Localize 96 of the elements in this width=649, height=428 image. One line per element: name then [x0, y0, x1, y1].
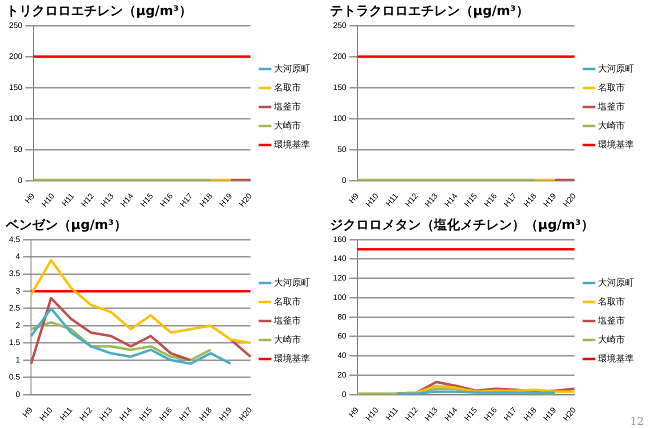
x-tick-label: H11 — [384, 191, 400, 208]
x-tick-label: H16 — [482, 405, 500, 423]
y-tick-label: 200 — [8, 52, 23, 61]
x-tick-label: H14 — [118, 191, 136, 209]
legend-label: 塩釜市 — [273, 315, 301, 326]
x-tick-label: H12 — [79, 191, 96, 209]
x-tick-label: H16 — [158, 405, 174, 423]
legend-label: 大河原町 — [274, 63, 310, 74]
y-tick-label: 0 — [342, 176, 347, 185]
y-tick-label: 1.5 — [8, 338, 21, 348]
y-tick-label: 160 — [332, 234, 347, 244]
y-tick-label: 40 — [337, 351, 347, 360]
x-tick-label: H9 — [20, 405, 35, 420]
y-tick-label: 4 — [16, 252, 21, 262]
x-tick-label: H9 — [347, 405, 361, 420]
x-tick-label: H19 — [542, 191, 558, 209]
x-tick-label: H20 — [561, 405, 578, 423]
y-tick-label: 0 — [18, 176, 23, 185]
x-tick-label: H11 — [384, 405, 400, 422]
y-tick-label: 100 — [332, 114, 347, 123]
y-tick-label: 20 — [337, 370, 347, 380]
chart-title: トリクロロエチレン（μg/m³） — [6, 4, 192, 20]
chart-title: ジクロロメタン（塩化メチレン）（μg/m³） — [330, 218, 594, 234]
x-tick-label: H10 — [364, 191, 381, 209]
legend-label: 塩釜市 — [597, 315, 625, 326]
chart-title: ベンゼン（μg/m³） — [5, 218, 127, 234]
x-tick-label: H14 — [118, 405, 134, 423]
legend-label: 大崎市 — [598, 120, 625, 130]
y-tick-label: 140 — [332, 254, 347, 264]
y-tick-label: 150 — [8, 82, 23, 92]
legend-label: 塩釜市 — [273, 101, 301, 112]
x-tick-label: H18 — [522, 191, 539, 209]
y-tick-label: 0 — [16, 390, 21, 399]
legend-label: 名取市 — [274, 296, 301, 306]
x-tick-label: H12 — [403, 191, 420, 209]
legend-label: 名取市 — [598, 82, 625, 92]
x-tick-label: H18 — [198, 191, 215, 209]
y-tick-label: 3.5 — [8, 269, 21, 278]
x-tick-label: H18 — [197, 405, 214, 423]
legend-label: 大河原町 — [598, 277, 634, 288]
x-tick-label: H11 — [60, 191, 76, 208]
x-tick-label: H10 — [38, 405, 55, 423]
text: 12 — [630, 415, 644, 428]
y-tick-label: 0 — [342, 390, 347, 399]
y-tick-label: 0.5 — [8, 372, 21, 382]
y-tick-label: 60 — [337, 332, 347, 341]
x-tick-label: H12 — [403, 405, 420, 423]
x-tick-label: H20 — [561, 191, 578, 209]
x-tick-label: H13 — [423, 405, 440, 423]
y-tick-label: 250 — [8, 20, 23, 30]
x-tick-label: H14 — [442, 405, 460, 423]
legend-label: 大崎市 — [274, 334, 301, 344]
y-tick-label: 4.5 — [8, 234, 21, 244]
chart-title: テトラクロロエチレン（μg/m³） — [330, 4, 529, 20]
x-tick-label: H13 — [423, 191, 440, 209]
legend-label: 環境基準 — [598, 139, 634, 150]
x-tick-label: H20 — [237, 191, 254, 209]
x-tick-label: H18 — [522, 405, 539, 423]
legend-label: 大河原町 — [274, 277, 310, 288]
y-tick-label: 2.5 — [8, 304, 21, 313]
legend-label: 塩釜市 — [597, 101, 625, 112]
x-tick-label: H10 — [364, 405, 381, 423]
y-tick-label: 250 — [332, 20, 347, 30]
x-tick-label: H20 — [237, 405, 254, 423]
y-tick-label: 80 — [337, 312, 347, 322]
x-tick-label: H13 — [99, 191, 116, 209]
legend-label: 大河原町 — [598, 63, 634, 74]
y-tick-label: 100 — [332, 292, 347, 302]
legend-label: 環境基準 — [274, 139, 310, 150]
x-tick-label: H10 — [40, 191, 57, 209]
x-tick-label: H19 — [542, 405, 558, 423]
legend-label: 名取市 — [274, 82, 301, 92]
legend-label: 環境基準 — [274, 353, 310, 364]
y-tick-label: 200 — [332, 52, 347, 61]
x-tick-label: H16 — [482, 191, 500, 209]
x-tick-label: H16 — [158, 191, 176, 209]
x-tick-label: H19 — [217, 405, 234, 423]
x-tick-label: H9 — [347, 191, 361, 206]
x-tick-label: H12 — [78, 405, 95, 423]
x-tick-label: H19 — [218, 191, 234, 209]
legend-label: 環境基準 — [598, 353, 634, 364]
x-tick-label: H14 — [442, 191, 460, 209]
y-tick-label: 1 — [16, 355, 21, 364]
y-tick-label: 150 — [332, 82, 347, 92]
legend-label: 大崎市 — [274, 120, 301, 130]
x-tick-label: H9 — [23, 191, 37, 206]
y-tick-label: 120 — [332, 274, 347, 283]
y-tick-label: 2 — [16, 320, 21, 330]
legend-label: 名取市 — [598, 296, 625, 306]
x-tick-label: H13 — [98, 405, 114, 423]
y-tick-label: 50 — [337, 144, 347, 154]
x-tick-label: H11 — [58, 405, 75, 422]
y-tick-label: 50 — [13, 144, 23, 154]
y-tick-label: 3 — [16, 286, 21, 296]
legend-label: 大崎市 — [598, 334, 625, 344]
y-tick-label: 100 — [8, 114, 23, 123]
